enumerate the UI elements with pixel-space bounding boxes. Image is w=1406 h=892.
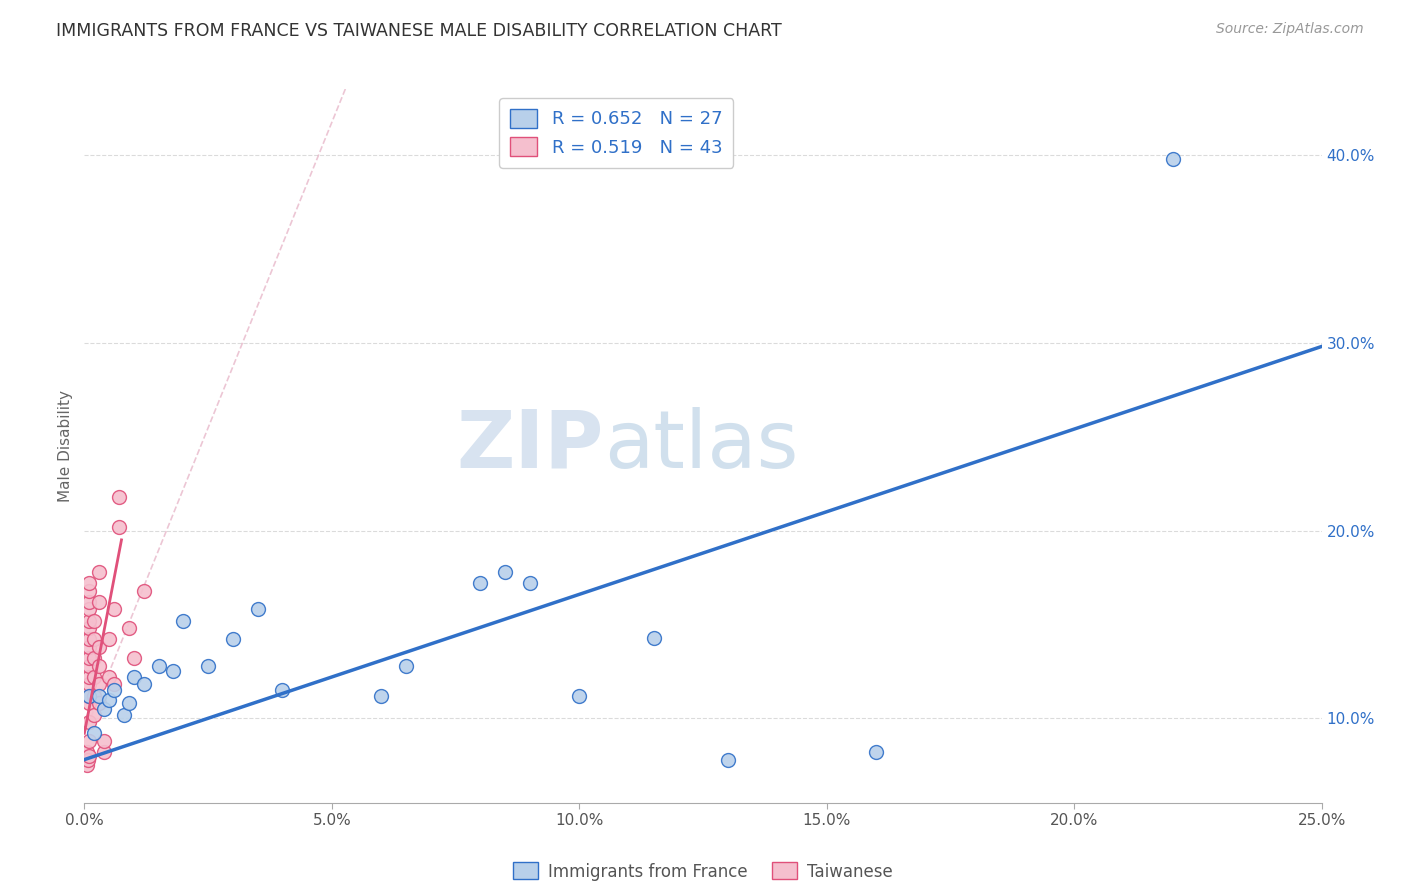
Point <box>79 689 101 703</box>
Point <box>89 565 111 579</box>
Point <box>79 734 101 748</box>
Point <box>93 745 115 759</box>
Point <box>108 520 131 534</box>
Point <box>197 658 219 673</box>
Point <box>108 490 131 504</box>
Point <box>83 707 105 722</box>
Point <box>118 621 141 635</box>
Point <box>79 583 101 598</box>
Point <box>79 602 101 616</box>
Text: atlas: atlas <box>605 407 799 485</box>
Point <box>98 670 121 684</box>
Point <box>79 696 101 710</box>
Point <box>79 670 101 684</box>
Point <box>98 692 121 706</box>
Point <box>643 631 665 645</box>
Point <box>77 753 100 767</box>
Point <box>1161 152 1184 166</box>
Point <box>79 576 101 591</box>
Point <box>79 632 101 647</box>
Point <box>112 707 135 722</box>
Point <box>79 640 101 654</box>
Point <box>519 576 541 591</box>
Point <box>83 670 105 684</box>
Point <box>79 658 101 673</box>
Point <box>271 683 294 698</box>
Point <box>122 670 145 684</box>
Point <box>103 683 125 698</box>
Point <box>370 689 392 703</box>
Point <box>162 665 184 679</box>
Point <box>89 595 111 609</box>
Point <box>89 658 111 673</box>
Point <box>122 651 145 665</box>
Point <box>246 602 269 616</box>
Point <box>79 677 101 691</box>
Point <box>83 651 105 665</box>
Point <box>470 576 492 591</box>
Text: ZIP: ZIP <box>457 407 605 485</box>
Point <box>132 583 155 598</box>
Point <box>79 621 101 635</box>
Point <box>89 696 111 710</box>
Point <box>93 734 115 748</box>
Point <box>568 689 591 703</box>
Point <box>118 696 141 710</box>
Point <box>89 640 111 654</box>
Point <box>494 565 516 579</box>
Legend: Immigrants from France, Taiwanese: Immigrants from France, Taiwanese <box>506 855 900 888</box>
Point <box>83 726 105 740</box>
Point <box>79 614 101 628</box>
Point <box>222 632 245 647</box>
Point <box>76 745 98 759</box>
Point <box>93 702 115 716</box>
Point <box>76 758 98 772</box>
Text: Source: ZipAtlas.com: Source: ZipAtlas.com <box>1216 22 1364 37</box>
Point <box>148 658 170 673</box>
Point <box>79 689 101 703</box>
Point <box>83 614 105 628</box>
Point <box>98 632 121 647</box>
Point <box>83 689 105 703</box>
Point <box>83 632 105 647</box>
Y-axis label: Male Disability: Male Disability <box>58 390 73 502</box>
Point <box>865 745 887 759</box>
Point <box>103 602 125 616</box>
Point <box>132 677 155 691</box>
Point <box>79 748 101 763</box>
Point <box>79 651 101 665</box>
Point <box>103 677 125 691</box>
Point <box>717 753 740 767</box>
Point <box>79 714 101 729</box>
Point <box>89 689 111 703</box>
Text: IMMIGRANTS FROM FRANCE VS TAIWANESE MALE DISABILITY CORRELATION CHART: IMMIGRANTS FROM FRANCE VS TAIWANESE MALE… <box>56 22 782 40</box>
Point <box>395 658 418 673</box>
Point <box>89 677 111 691</box>
Point <box>172 614 194 628</box>
Point <box>79 595 101 609</box>
